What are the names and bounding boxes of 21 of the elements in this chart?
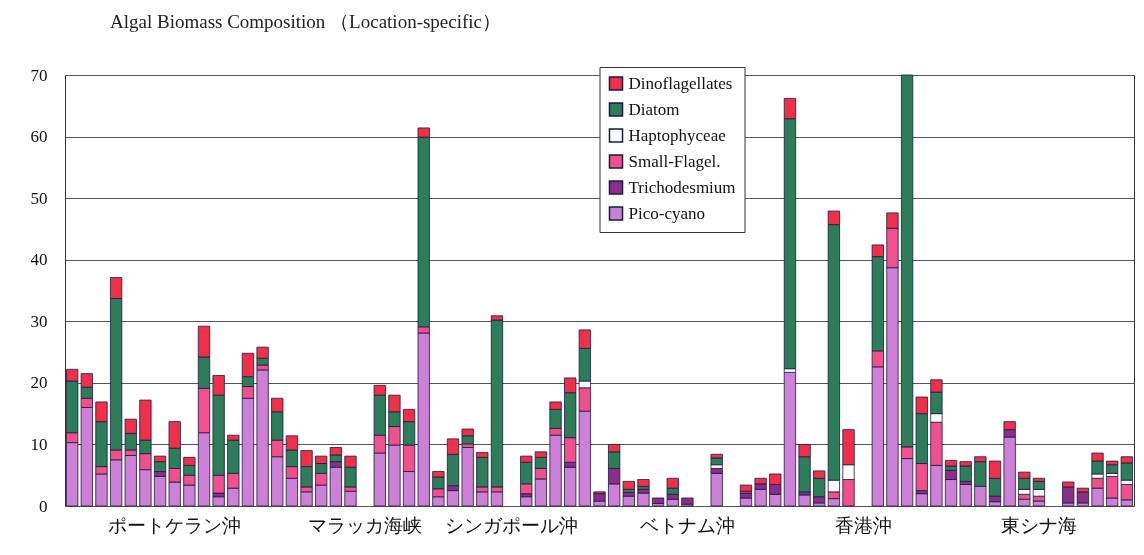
x-tick-label: マラッカ海峡 <box>308 513 423 536</box>
y-tick-label: 50 <box>30 188 48 208</box>
legend-label: Trichodesmium <box>628 177 736 197</box>
legend-label: Haptophyceae <box>628 125 726 145</box>
y-tick-label: 30 <box>30 311 48 331</box>
legend-label: Pico-cyano <box>628 203 705 223</box>
x-tick-label: ベトナム沖 <box>639 513 735 536</box>
y-tick-label: 20 <box>30 373 48 393</box>
y-tick-label: 40 <box>30 250 48 270</box>
legend-label: Small-Flagel. <box>628 151 721 171</box>
y-tick-label: 60 <box>30 127 48 147</box>
x-tick-label: シンガポール沖 <box>445 513 579 536</box>
y-tick-label: 10 <box>30 434 48 454</box>
x-tick-label: 東シナ海 <box>1000 513 1077 536</box>
legend-label: Diatom <box>628 99 680 119</box>
chart-title: Algal Biomass Composition （Location-specific） <box>110 11 502 32</box>
y-tick-label: 70 <box>30 65 48 85</box>
y-tick-label: 0 <box>39 496 48 516</box>
x-tick-label: 香港沖 <box>834 513 892 536</box>
legend-label: Dinoflagellates <box>628 73 733 93</box>
x-tick-label: ポートケラン沖 <box>108 513 242 536</box>
